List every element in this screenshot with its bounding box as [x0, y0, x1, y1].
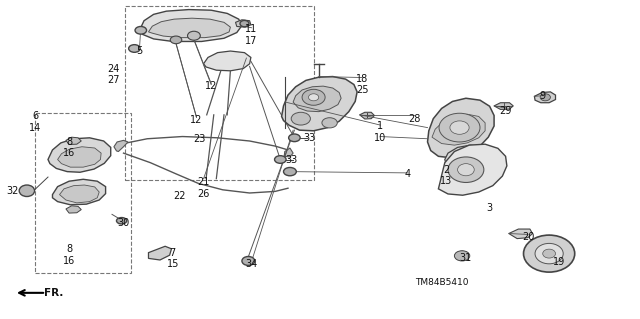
Polygon shape [432, 114, 485, 145]
Polygon shape [48, 138, 111, 172]
Polygon shape [360, 112, 374, 119]
Ellipse shape [535, 243, 563, 264]
Polygon shape [204, 51, 251, 71]
Ellipse shape [308, 94, 319, 101]
Text: 10: 10 [374, 133, 387, 143]
Ellipse shape [129, 45, 140, 52]
Ellipse shape [291, 112, 310, 125]
Ellipse shape [448, 157, 484, 182]
Polygon shape [445, 145, 494, 171]
Text: 13: 13 [440, 176, 452, 186]
Ellipse shape [524, 235, 575, 272]
Bar [35, 113, 131, 273]
Text: 16: 16 [63, 148, 76, 158]
Ellipse shape [275, 156, 286, 163]
Text: 30: 30 [117, 218, 130, 228]
Text: 9: 9 [540, 91, 546, 101]
Text: 31: 31 [459, 253, 472, 263]
Polygon shape [66, 206, 81, 213]
Polygon shape [494, 103, 513, 109]
Text: 29: 29 [499, 106, 512, 116]
Text: 11: 11 [245, 24, 258, 34]
Polygon shape [438, 144, 507, 195]
Text: 33: 33 [285, 155, 298, 166]
Text: 24: 24 [108, 63, 120, 74]
Ellipse shape [19, 185, 35, 197]
Ellipse shape [170, 36, 182, 44]
Text: 19: 19 [552, 257, 565, 267]
Polygon shape [114, 140, 128, 152]
Text: 8: 8 [66, 137, 72, 147]
Ellipse shape [543, 249, 556, 258]
Polygon shape [148, 18, 230, 38]
Polygon shape [66, 137, 81, 145]
Text: 3: 3 [486, 203, 492, 213]
Text: 17: 17 [245, 36, 258, 47]
Text: 21: 21 [197, 177, 210, 188]
Ellipse shape [450, 121, 469, 134]
Text: 12: 12 [205, 81, 218, 91]
Text: TM84B5410: TM84B5410 [415, 278, 468, 287]
Text: 12: 12 [190, 115, 203, 125]
Polygon shape [284, 148, 293, 157]
Polygon shape [140, 10, 242, 41]
Ellipse shape [454, 251, 470, 261]
Polygon shape [444, 154, 497, 188]
Text: 33: 33 [303, 133, 316, 143]
Polygon shape [293, 86, 341, 112]
Ellipse shape [302, 89, 325, 105]
Text: 7: 7 [170, 248, 176, 258]
Ellipse shape [240, 20, 249, 27]
Text: 32: 32 [6, 186, 19, 196]
Text: 26: 26 [197, 189, 210, 199]
Text: 4: 4 [404, 169, 411, 179]
Text: 28: 28 [408, 114, 420, 124]
Ellipse shape [135, 26, 147, 34]
Polygon shape [148, 246, 172, 260]
Ellipse shape [439, 113, 480, 142]
Ellipse shape [322, 118, 337, 128]
Ellipse shape [188, 31, 200, 40]
Ellipse shape [458, 164, 474, 176]
Ellipse shape [284, 167, 296, 176]
Ellipse shape [289, 134, 300, 142]
Text: 22: 22 [173, 191, 186, 201]
Polygon shape [534, 92, 556, 103]
Polygon shape [236, 20, 251, 27]
Ellipse shape [116, 218, 127, 224]
Polygon shape [60, 185, 99, 203]
Text: 14: 14 [29, 123, 42, 133]
Text: 8: 8 [66, 244, 72, 255]
Text: 2: 2 [443, 165, 449, 175]
Text: 18: 18 [356, 74, 369, 84]
Polygon shape [52, 179, 106, 205]
Polygon shape [509, 229, 532, 239]
Polygon shape [282, 77, 357, 131]
Text: FR.: FR. [44, 288, 63, 298]
Text: 1: 1 [377, 121, 383, 131]
Text: 25: 25 [356, 85, 369, 95]
Text: 34: 34 [245, 259, 258, 269]
Ellipse shape [540, 94, 550, 101]
Text: 16: 16 [63, 256, 76, 266]
Ellipse shape [242, 256, 255, 265]
Text: 20: 20 [522, 232, 534, 242]
Text: 27: 27 [108, 75, 120, 85]
Text: 6: 6 [32, 111, 38, 122]
Text: 15: 15 [166, 259, 179, 269]
Text: 23: 23 [193, 134, 206, 144]
Bar [125, 6, 314, 180]
Polygon shape [58, 147, 101, 167]
Polygon shape [428, 98, 494, 158]
Text: 5: 5 [136, 46, 143, 56]
